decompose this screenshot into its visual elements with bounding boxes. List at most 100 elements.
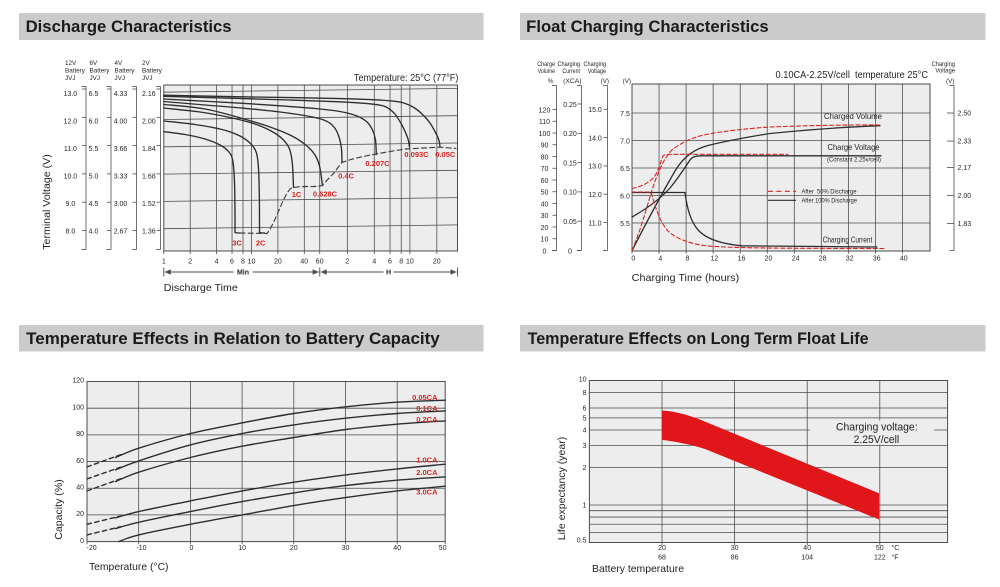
svg-text:10: 10 [579,377,587,384]
svg-text:Current: Current [562,68,580,75]
svg-text:4V: 4V [115,60,124,67]
svg-text:1: 1 [162,259,166,266]
svg-text:Charging Time (hours): Charging Time (hours) [632,272,740,284]
svg-text:After 100% Discharge: After 100% Discharge [802,198,858,205]
svg-text:Float Charging Characteristics: Float Charging Characteristics [526,18,769,36]
svg-text:2.25V/cell: 2.25V/cell [854,434,900,446]
svg-text:0.25: 0.25 [563,102,577,109]
svg-text:0: 0 [543,248,547,255]
svg-text:40: 40 [900,256,908,263]
svg-text:50: 50 [876,545,884,552]
svg-text:2: 2 [583,465,587,472]
svg-text:(V): (V) [623,78,631,85]
svg-text:Charged Volume: Charged Volume [824,111,882,121]
svg-text:3: 3 [583,443,587,450]
svg-text:%: % [548,78,554,85]
svg-text:5.0: 5.0 [89,173,99,180]
svg-text:4.00: 4.00 [114,118,128,125]
svg-text:1C: 1C [292,190,302,199]
svg-text:12.0: 12.0 [64,118,78,125]
svg-text:2.33: 2.33 [958,139,972,146]
svg-text:30: 30 [541,213,549,220]
svg-text:4.0: 4.0 [89,228,99,235]
svg-text:122: 122 [874,555,886,562]
svg-text:6.5: 6.5 [89,91,99,98]
svg-text:80: 80 [76,431,84,438]
svg-text:JVJ: JVJ [90,75,101,82]
svg-text:120: 120 [72,378,84,385]
svg-text:24: 24 [792,256,800,263]
svg-text:110: 110 [539,119,550,126]
svg-text:60: 60 [316,259,324,266]
svg-text:5.5: 5.5 [89,146,99,153]
svg-text:2C: 2C [256,238,266,247]
svg-text:2.16: 2.16 [142,91,156,98]
svg-text:(XCA): (XCA) [563,78,581,85]
svg-text:Battery temperature: Battery temperature [592,563,684,575]
svg-text:20: 20 [274,259,282,266]
svg-text:Temperature Effects in Relatio: Temperature Effects in Relation to Batte… [26,330,440,348]
svg-text:Battery: Battery [115,68,136,75]
svg-text:JVJ: JVJ [142,75,153,82]
svg-text:12: 12 [711,256,719,263]
svg-text:1.84: 1.84 [142,146,156,153]
svg-text:4: 4 [583,428,587,435]
svg-text:°F: °F [892,554,899,562]
svg-text:Voltage: Voltage [935,68,955,75]
svg-text:40: 40 [393,545,401,552]
svg-text:100: 100 [539,131,551,138]
svg-text:2V: 2V [142,60,151,67]
svg-text:12V: 12V [65,60,77,67]
svg-text:2: 2 [345,259,349,266]
svg-text:After 50% Discharge: After 50% Discharge [802,188,857,195]
svg-text:68: 68 [658,555,666,562]
svg-text:20: 20 [76,511,84,518]
svg-text:20: 20 [658,545,666,552]
svg-text:0: 0 [80,538,84,545]
svg-text:3.33: 3.33 [114,173,128,180]
svg-text:0.05CA: 0.05CA [412,393,438,402]
svg-text:(V): (V) [601,78,609,85]
svg-text:120: 120 [539,107,551,114]
svg-text:50: 50 [541,190,549,197]
svg-text:100: 100 [72,404,84,411]
svg-text:3.00: 3.00 [114,201,128,208]
svg-text:Capacity (%): Capacity (%) [53,479,65,540]
svg-text:4: 4 [658,256,662,263]
svg-text:10: 10 [541,237,549,244]
svg-text:JVJ: JVJ [115,75,126,82]
svg-text:Terminal Voltage (V): Terminal Voltage (V) [41,154,53,250]
svg-text:7.5: 7.5 [620,111,630,118]
svg-text:4.5: 4.5 [89,201,99,208]
svg-text:0.05: 0.05 [563,219,577,226]
svg-text:4: 4 [215,259,219,266]
svg-text:Battery: Battery [142,68,163,75]
svg-text:2.00: 2.00 [958,193,972,200]
svg-text:6V: 6V [90,60,99,67]
svg-text:0: 0 [631,256,635,263]
svg-text:6: 6 [230,259,234,266]
svg-text:3C: 3C [232,238,242,247]
svg-text:8: 8 [241,259,245,266]
svg-text:6: 6 [388,259,392,266]
svg-text:2.50: 2.50 [958,111,972,118]
svg-text:(V): (V) [946,78,954,85]
svg-text:60: 60 [76,458,84,465]
svg-text:80: 80 [541,154,549,161]
svg-text:1: 1 [583,503,587,510]
svg-text:1.36: 1.36 [142,228,156,235]
svg-text:2: 2 [188,259,192,266]
svg-text:Charging: Charging [932,61,956,68]
svg-text:0.05C: 0.05C [435,150,456,159]
svg-text:10: 10 [248,259,256,266]
svg-text:Charging voltage:: Charging voltage: [836,422,918,434]
svg-text:Volume: Volume [538,68,556,75]
svg-text:16: 16 [738,256,746,263]
svg-text:32: 32 [846,256,854,263]
svg-text:°C: °C [892,544,900,552]
svg-text:20: 20 [541,225,549,232]
svg-text:14.0: 14.0 [588,135,602,142]
svg-text:40: 40 [541,201,549,208]
svg-text:-10: -10 [136,545,146,552]
svg-text:50: 50 [439,545,447,552]
